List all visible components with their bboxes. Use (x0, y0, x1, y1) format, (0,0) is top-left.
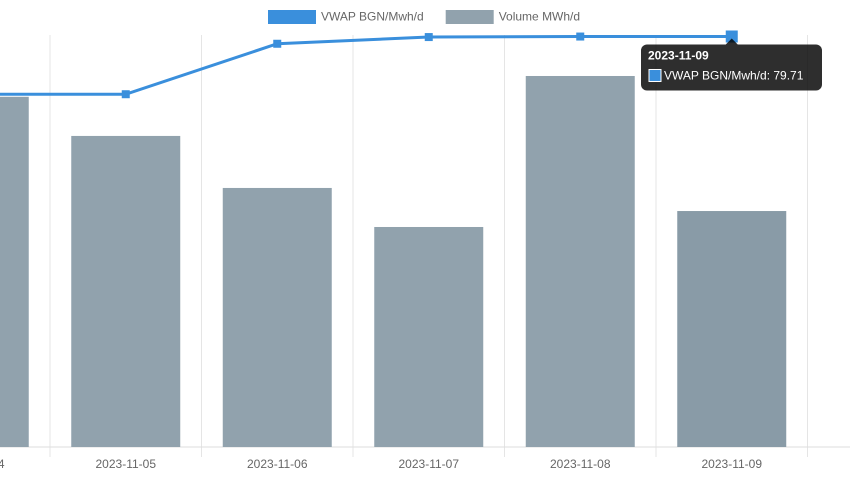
tooltip-series: VWAP BGN/Mwh/d (664, 69, 767, 83)
bar (222, 187, 332, 447)
tooltip-value: 79.71 (773, 69, 803, 83)
line (0, 34, 732, 96)
legend-swatch[interactable] (445, 10, 494, 24)
tooltip-arrow (725, 38, 738, 45)
tooltip-label: VWAP BGN/Mwh/d: 79.71 (664, 69, 804, 83)
point[interactable] (121, 90, 130, 99)
legend-label[interactable]: Volume MWh/d (499, 10, 580, 24)
point[interactable] (725, 30, 738, 43)
legend-label[interactable]: VWAP BGN/Mwh/d (321, 10, 424, 24)
tooltip-swatch (648, 68, 662, 82)
tooltip: 2023-11-09 VWAP BGN/Mwh/d: 79.71 (641, 38, 822, 91)
bar (71, 135, 181, 447)
tooltip-box (641, 44, 822, 91)
bar (0, 96, 29, 448)
bar (677, 211, 787, 447)
x-tick-label: 2023-11-05 (96, 457, 157, 471)
x-tick-label: 2023-11-07 (399, 457, 460, 471)
x-tick-label: 2023-11-08 (550, 457, 611, 471)
x-tick-label: 2023-11-09 (702, 457, 763, 471)
x-tick-label: 2023-11-04 (0, 457, 5, 471)
x-tick-label: 2023-11-06 (247, 457, 308, 471)
legend-swatch[interactable] (268, 10, 316, 24)
tooltip-title: 2023-11-09 (648, 49, 709, 63)
point[interactable] (576, 32, 585, 41)
point[interactable] (424, 33, 433, 42)
bar (525, 75, 635, 447)
point[interactable] (273, 39, 282, 48)
bar (374, 226, 484, 447)
